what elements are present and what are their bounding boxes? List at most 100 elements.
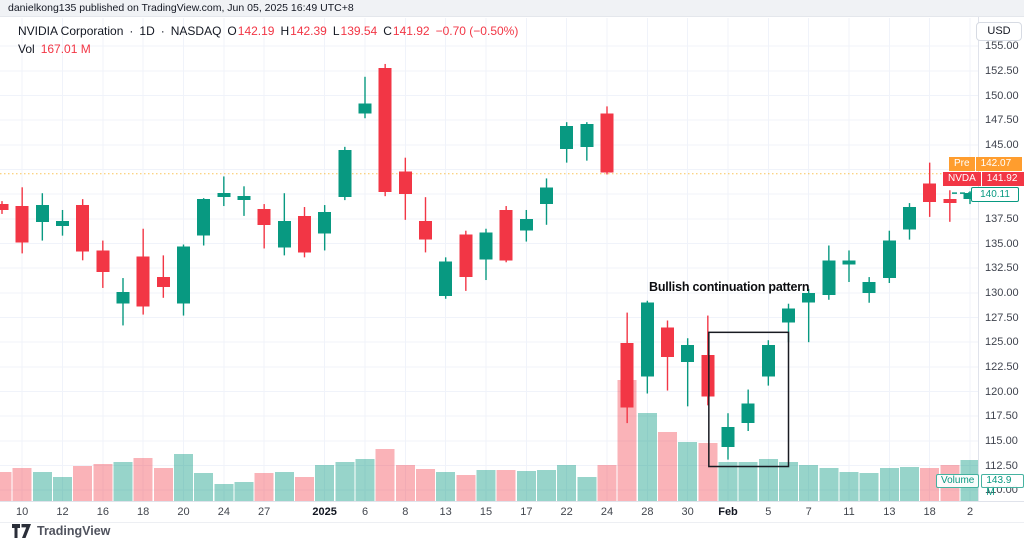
symbol-legend: NVIDIA Corporation · 1D · NASDAQ O 142.1… <box>18 24 518 56</box>
candle-body <box>76 205 90 252</box>
ohlc-open: O 142.19 <box>227 24 275 38</box>
price-axis-label: 117.50 <box>985 410 1018 423</box>
volume-bar <box>879 468 899 501</box>
candle-wick <box>848 250 850 283</box>
volume-bar <box>819 468 839 501</box>
candle-body <box>721 427 735 447</box>
volume-bar <box>738 462 758 501</box>
price-axis[interactable]: 155.00 152.50 150.00 147.50 145.00 137.50 135.… <box>978 17 1024 501</box>
volume-bar <box>758 459 778 501</box>
premarket-price-badge: Pre 142.07 <box>949 157 1022 171</box>
candle-body <box>943 199 957 204</box>
volume-bar <box>617 380 637 501</box>
time-axis-label: 28 <box>641 506 654 518</box>
candlestick-chart[interactable] <box>0 0 978 501</box>
candle-body <box>479 232 493 260</box>
volume-bar <box>153 468 173 501</box>
volume-bar <box>133 458 153 501</box>
candle-wick <box>243 186 245 216</box>
time-axis-label: 13 <box>439 506 452 518</box>
volume-bar <box>254 473 274 501</box>
candle-body <box>822 260 836 295</box>
candle-body <box>459 234 473 278</box>
time-axis-label: 8 <box>402 506 409 518</box>
candle-body <box>842 260 856 265</box>
volume-bar <box>859 473 879 501</box>
candle-body <box>701 355 715 397</box>
volume-bar <box>516 471 536 501</box>
candle-body <box>600 113 614 173</box>
price-axis-label: 115.00 <box>985 434 1018 447</box>
annotation-bullish-pattern-text[interactable]: Bullish continuation pattern <box>649 280 810 294</box>
time-axis-label: 18 <box>923 506 936 518</box>
candle-body <box>237 196 251 201</box>
time-axis[interactable]: 10 12 16 18 20 24 27 2025 6 8 13 15 17 22 24 28 30 Feb 5 7 1… <box>0 501 1024 523</box>
candle-wick <box>807 288 810 343</box>
candle-body <box>156 277 170 287</box>
candle-wick <box>223 176 225 207</box>
time-axis-label: 24 <box>600 506 614 518</box>
price-axis-label: 137.50 <box>985 212 1019 225</box>
candle-body <box>217 193 231 198</box>
volume-bar <box>718 462 738 501</box>
candle-body <box>318 211 332 234</box>
volume-bar <box>920 468 940 501</box>
candle-body <box>761 345 775 377</box>
candle-body <box>620 343 634 408</box>
attribution-bar: danielkong135 published on TradingView.c… <box>0 0 1024 17</box>
last-visible-close-badge: 140.11 <box>971 187 1019 202</box>
currency-toggle-button[interactable]: USD <box>976 22 1022 41</box>
interval-label: 1D <box>139 24 155 38</box>
volume-bar <box>355 459 375 501</box>
candle-body <box>136 256 150 307</box>
price-axis-label: 147.50 <box>985 114 1019 127</box>
volume-bar <box>476 470 496 501</box>
time-axis-label: 24 <box>217 506 230 518</box>
legend-separator: · <box>160 24 165 38</box>
volume-bar <box>698 443 718 501</box>
volume-bar <box>375 449 395 501</box>
legend-row-main: NVIDIA Corporation · 1D · NASDAQ O 142.1… <box>18 24 518 38</box>
candle-body <box>35 205 49 222</box>
volume-bar <box>456 475 476 501</box>
candle-wick <box>686 338 689 407</box>
volume-bar <box>537 470 557 501</box>
time-axis-label: 16 <box>96 506 109 518</box>
volume-bar <box>839 472 859 501</box>
tradingview-watermark-text: TradingView <box>37 524 111 538</box>
candle-body <box>923 183 937 203</box>
price-axis-label: 145.00 <box>985 138 1019 151</box>
volume-bar <box>577 477 597 501</box>
candle-wick <box>787 303 790 343</box>
volume-bar <box>597 465 617 501</box>
candle-body <box>862 282 876 293</box>
volume-bar <box>53 477 73 501</box>
time-axis-label: 18 <box>137 506 150 518</box>
volume-bar <box>436 472 456 501</box>
time-axis-label: 15 <box>479 506 493 518</box>
time-axis-label: 30 <box>681 506 694 518</box>
volume-bar <box>900 467 920 501</box>
volume-bar <box>658 432 678 501</box>
candle-body <box>96 250 110 273</box>
price-axis-label: 122.50 <box>985 360 1019 373</box>
price-axis-label: 135.00 <box>985 237 1019 250</box>
candle-body <box>882 240 896 279</box>
tradingview-watermark[interactable]: TradingView <box>12 524 110 538</box>
candle-body <box>419 220 433 240</box>
volume-indicator-badge: Volume 143.9 M <box>936 474 1024 498</box>
time-axis-label: 7 <box>805 506 812 518</box>
volume-bar <box>779 462 799 501</box>
volume-bar <box>93 464 113 501</box>
candle-body <box>358 103 372 114</box>
legend-separator: · <box>129 24 134 38</box>
volume-bar <box>335 462 355 501</box>
volume-bar <box>274 472 294 501</box>
candle-body <box>540 187 554 205</box>
time-axis-label: 10 <box>16 506 29 518</box>
candle-body <box>560 126 574 149</box>
annotation-rectangle[interactable] <box>708 331 790 468</box>
price-axis-label: 127.50 <box>985 311 1019 324</box>
candle-body <box>802 292 816 303</box>
price-axis-label: 155.00 <box>985 40 1019 53</box>
